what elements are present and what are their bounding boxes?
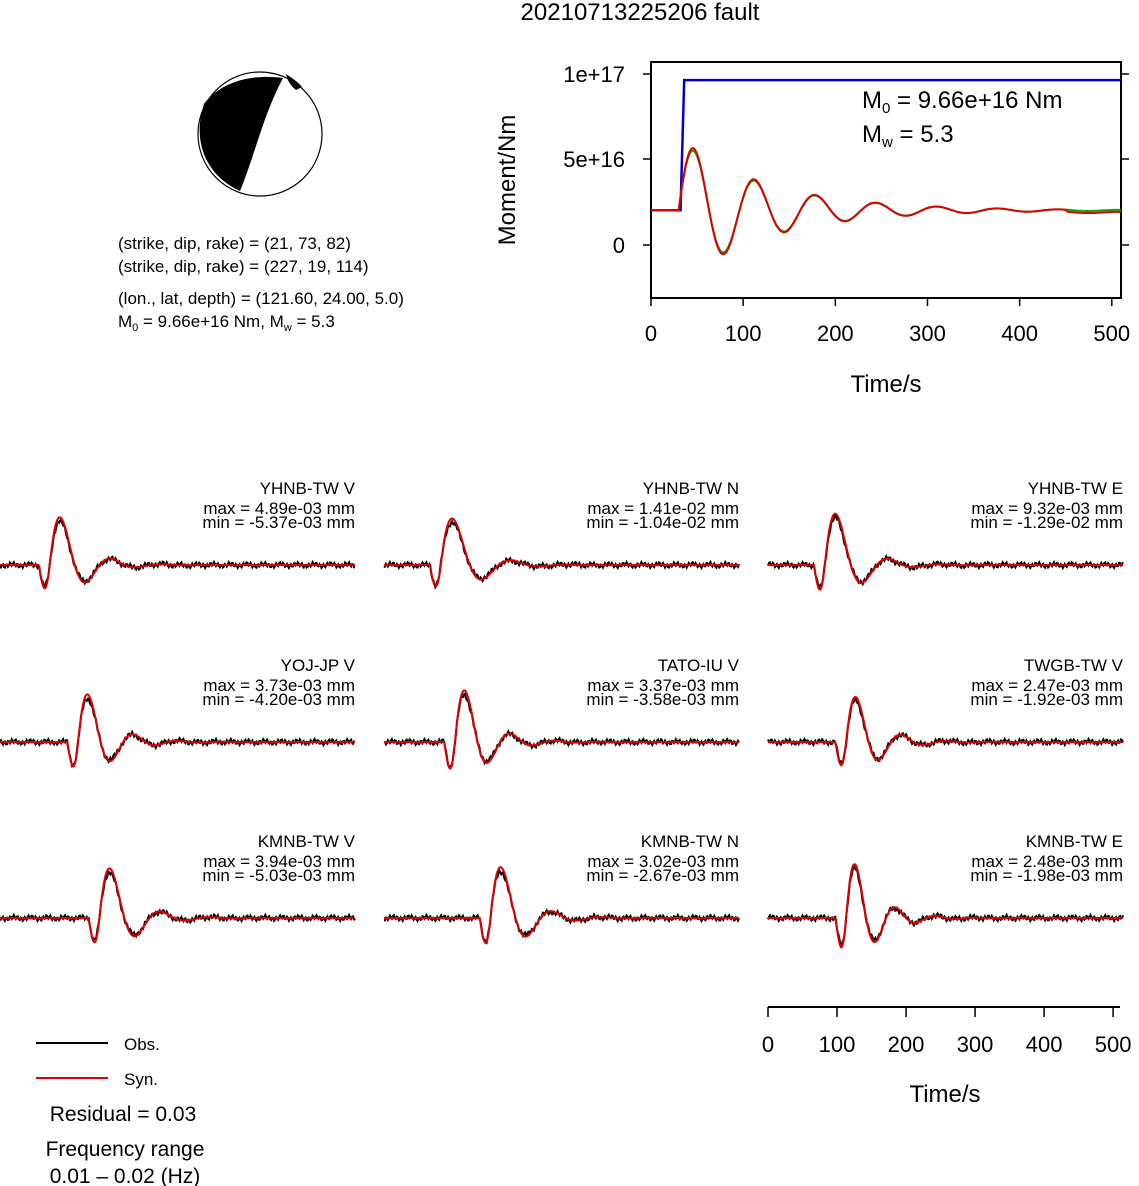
moment-ytick-label: 1e+17 [563, 62, 625, 87]
station-label: KMNB-TW V [258, 832, 356, 851]
max-label: max = 2.48e-03 mm [971, 852, 1123, 871]
plane2-text: (strike, dip, rake) = (227, 19, 114) [118, 257, 369, 276]
station-label: TATO-IU V [658, 656, 740, 675]
max-label: max = 2.47e-03 mm [971, 676, 1123, 695]
moment-series [651, 78, 1121, 256]
waveform-xtick-label: 500 [1095, 1032, 1132, 1057]
synthetic-trace [768, 512, 1123, 591]
min-label: min = -1.98e-03 mm [970, 866, 1123, 885]
station-label: TWGB-TW V [1024, 656, 1124, 675]
synthetic-trace [0, 516, 355, 590]
frequency-title: Frequency range [46, 1138, 205, 1161]
max-label: max = 9.32e-03 mm [971, 499, 1123, 518]
moment-series-line [651, 149, 1121, 254]
max-label: max = 4.89e-03 mm [203, 499, 355, 518]
min-label: min = -2.67e-03 mm [586, 866, 739, 885]
waveform-time-axis: Time/s 0 100 200 300 400 500 [762, 1006, 1132, 1108]
min-label: min = -1.92e-03 mm [970, 690, 1123, 709]
min-label: min = -4.20e-03 mm [202, 690, 355, 709]
moment-xtick-label: 0 [645, 321, 657, 346]
moment-plot-frame [650, 61, 1122, 299]
moment-ylabel: Moment/Nm [494, 115, 521, 246]
station-label: YHNB-TW E [1028, 479, 1123, 498]
moment-xtick-label: 400 [1001, 321, 1038, 346]
moment-x-ticks: 0 100 200 300 400 500 [645, 298, 1130, 346]
moment-magnitude-text: M0 = 9.66e+16 Nm, Mw = 5.3 [118, 312, 335, 334]
moment-xtick-label: 500 [1093, 321, 1130, 346]
moment-series-line [651, 147, 1121, 256]
max-label: max = 3.73e-03 mm [203, 676, 355, 695]
mechanism-info: (strike, dip, rake) = (21, 73, 82) (stri… [118, 234, 404, 334]
station-label: KMNB-TW N [641, 832, 739, 851]
residual-text: Residual = 0.03 [50, 1103, 197, 1126]
synthetic-trace [384, 689, 739, 771]
moment-xtick-label: 300 [909, 321, 946, 346]
synthetic-trace [768, 863, 1123, 949]
max-label: max = 3.94e-03 mm [203, 852, 355, 871]
figure-title: 20210713225206 fault [521, 0, 760, 26]
waveform-xtick-label: 0 [762, 1032, 774, 1057]
max-label: max = 3.37e-03 mm [587, 676, 739, 695]
observed-trace [0, 697, 356, 768]
moment-mw-annotation: Mw = 5.3 [862, 121, 954, 151]
waveform-xtick-label: 100 [819, 1032, 856, 1057]
moment-xtick-label: 200 [817, 321, 854, 346]
min-label: min = -3.58e-03 mm [586, 690, 739, 709]
waveform-xtick-label: 200 [888, 1032, 925, 1057]
station-label: YHNB-TW N [643, 479, 739, 498]
moment-xlabel: Time/s [850, 371, 921, 398]
plane1-text: (strike, dip, rake) = (21, 73, 82) [118, 234, 351, 253]
min-label: min = -5.03e-03 mm [202, 866, 355, 885]
max-label: max = 1.41e-02 mm [587, 499, 739, 518]
legend-obs-label: Obs. [124, 1035, 160, 1054]
min-label: min = -5.37e-03 mm [202, 513, 355, 532]
beachball [197, 71, 323, 197]
moment-ytick-label: 0 [613, 233, 625, 258]
station-label: YHNB-TW V [260, 479, 356, 498]
legend-syn-label: Syn. [124, 1070, 158, 1089]
location-text: (lon., lat, depth) = (121.60, 24.00, 5.0… [118, 289, 404, 308]
moment-chart: Moment/Nm Time/s M0 = 9.66e+16 Nm Mw = 5… [494, 61, 1130, 398]
min-label: min = -1.29e-02 mm [970, 513, 1123, 532]
frequency-range: 0.01 – 0.02 (Hz) [50, 1165, 201, 1186]
synthetic-trace [384, 866, 739, 945]
moment-y-ticks: 0 5e+16 1e+17 [563, 62, 1129, 258]
waveform-xtick-label: 400 [1026, 1032, 1063, 1057]
station-label: YOJ-JP V [281, 656, 356, 675]
synthetic-trace [0, 693, 355, 768]
moment-m0-annotation: M0 = 9.66e+16 Nm [862, 87, 1062, 117]
synthetic-trace [768, 695, 1123, 767]
waveform-xlabel: Time/s [909, 1081, 980, 1108]
max-label: max = 3.02e-03 mm [587, 852, 739, 871]
station-label: KMNB-TW E [1026, 832, 1123, 851]
moment-xtick-label: 100 [725, 321, 762, 346]
min-label: min = -1.04e-02 mm [586, 513, 739, 532]
legend: Obs. Syn. [36, 1035, 160, 1089]
moment-ytick-label: 5e+16 [563, 147, 625, 172]
synthetic-trace [384, 517, 739, 588]
waveform-xtick-label: 300 [957, 1032, 994, 1057]
synthetic-trace [0, 867, 355, 944]
